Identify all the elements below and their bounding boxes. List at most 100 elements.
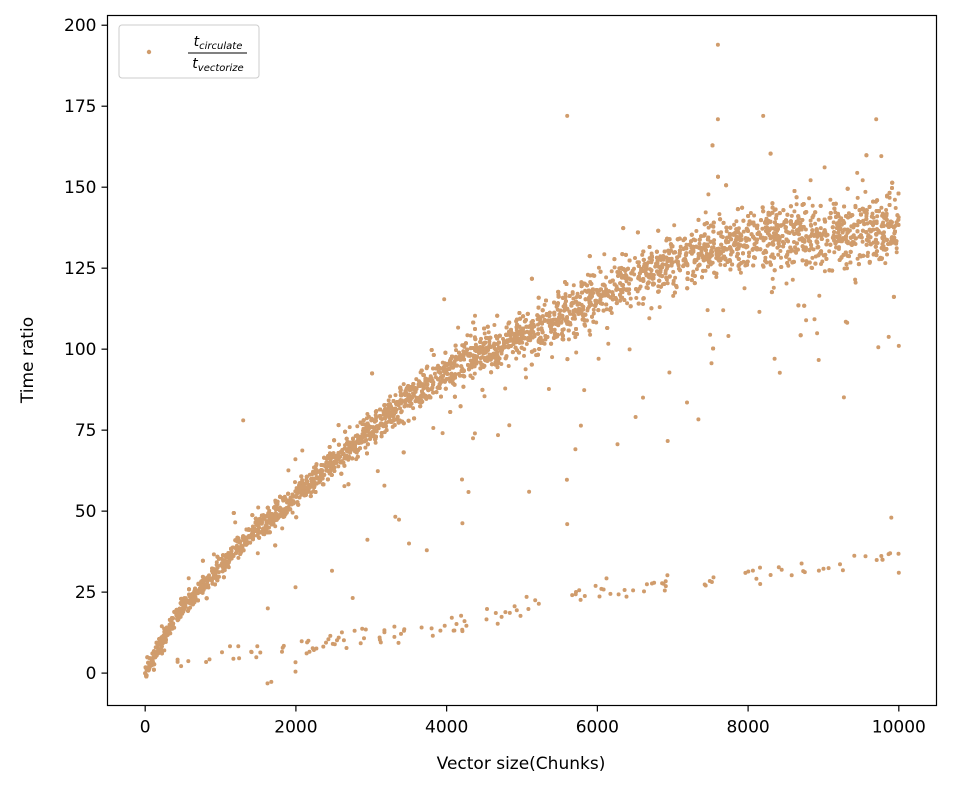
data-point bbox=[627, 281, 632, 286]
data-point bbox=[290, 510, 295, 515]
data-point bbox=[892, 197, 897, 202]
data-point bbox=[211, 552, 216, 557]
data-point bbox=[499, 362, 504, 366]
data-point bbox=[205, 579, 210, 584]
data-point bbox=[875, 214, 880, 219]
data-point bbox=[618, 298, 623, 303]
data-point bbox=[703, 210, 708, 215]
data-point bbox=[479, 336, 483, 341]
data-point bbox=[803, 227, 808, 232]
data-point bbox=[293, 457, 298, 462]
data-point bbox=[864, 212, 869, 217]
data-point bbox=[487, 339, 492, 344]
data-point bbox=[398, 406, 402, 411]
data-point bbox=[632, 266, 636, 271]
data-point bbox=[342, 463, 347, 468]
data-point bbox=[820, 259, 825, 264]
data-point bbox=[585, 272, 590, 277]
data-point bbox=[468, 333, 473, 338]
data-point bbox=[672, 223, 677, 228]
data-point bbox=[825, 238, 830, 243]
data-point bbox=[818, 226, 823, 231]
data-point bbox=[256, 505, 261, 510]
data-point bbox=[894, 246, 899, 251]
data-point bbox=[571, 283, 576, 288]
data-point bbox=[434, 390, 439, 395]
data-point bbox=[770, 276, 775, 281]
data-point bbox=[236, 555, 241, 560]
data-point bbox=[233, 520, 238, 525]
data-point bbox=[712, 238, 717, 243]
data-point bbox=[617, 266, 622, 271]
data-point bbox=[860, 239, 865, 244]
data-point bbox=[810, 255, 815, 260]
data-point bbox=[162, 648, 167, 653]
data-point bbox=[368, 436, 373, 441]
data-point bbox=[845, 231, 850, 235]
data-point bbox=[431, 366, 436, 371]
data-point bbox=[550, 355, 555, 360]
data-point bbox=[776, 252, 781, 257]
data-point bbox=[808, 218, 813, 223]
data-point bbox=[800, 258, 805, 263]
data-point bbox=[570, 316, 575, 321]
data-point bbox=[804, 259, 809, 264]
data-point bbox=[293, 480, 297, 485]
data-point bbox=[559, 320, 564, 325]
data-point bbox=[775, 245, 780, 250]
data-point bbox=[398, 389, 403, 394]
data-point bbox=[288, 507, 293, 512]
data-point bbox=[280, 526, 285, 531]
data-point bbox=[845, 266, 849, 271]
data-point bbox=[492, 323, 497, 327]
data-point bbox=[718, 262, 723, 267]
data-point bbox=[503, 386, 508, 391]
data-point bbox=[440, 431, 445, 436]
data-point bbox=[810, 266, 815, 270]
data-point bbox=[893, 206, 898, 210]
data-point bbox=[894, 250, 899, 255]
data-point bbox=[883, 261, 888, 266]
data-point bbox=[442, 297, 447, 302]
data-point bbox=[571, 296, 576, 301]
data-point bbox=[794, 202, 799, 207]
data-point bbox=[633, 256, 637, 260]
data-point bbox=[792, 209, 797, 214]
data-point bbox=[514, 356, 519, 361]
data-point bbox=[160, 651, 164, 656]
data-point bbox=[567, 309, 572, 314]
data-point bbox=[552, 327, 557, 332]
data-point bbox=[388, 394, 393, 399]
data-point bbox=[779, 255, 783, 260]
data-point bbox=[741, 229, 746, 234]
data-point bbox=[221, 575, 226, 580]
data-point bbox=[855, 170, 860, 175]
data-point bbox=[763, 255, 768, 260]
data-point bbox=[832, 250, 837, 255]
data-points bbox=[143, 42, 901, 686]
data-point bbox=[828, 197, 833, 202]
data-point bbox=[591, 307, 596, 312]
data-point bbox=[363, 445, 368, 450]
data-point bbox=[510, 350, 515, 355]
data-point bbox=[602, 252, 607, 257]
data-point bbox=[625, 301, 630, 306]
data-point bbox=[855, 195, 860, 200]
data-point bbox=[808, 178, 813, 183]
data-point bbox=[748, 211, 753, 215]
data-point bbox=[601, 282, 606, 287]
data-point bbox=[866, 250, 870, 255]
data-point bbox=[810, 203, 815, 208]
data-point bbox=[609, 269, 614, 274]
data-point bbox=[588, 332, 593, 337]
data-point bbox=[186, 576, 191, 581]
data-point bbox=[822, 165, 827, 170]
data-point bbox=[794, 241, 799, 246]
data-point bbox=[355, 424, 360, 429]
data-point bbox=[860, 178, 865, 183]
data-point bbox=[521, 314, 526, 319]
data-point bbox=[482, 331, 487, 336]
data-point bbox=[781, 208, 786, 213]
data-point bbox=[813, 210, 818, 215]
